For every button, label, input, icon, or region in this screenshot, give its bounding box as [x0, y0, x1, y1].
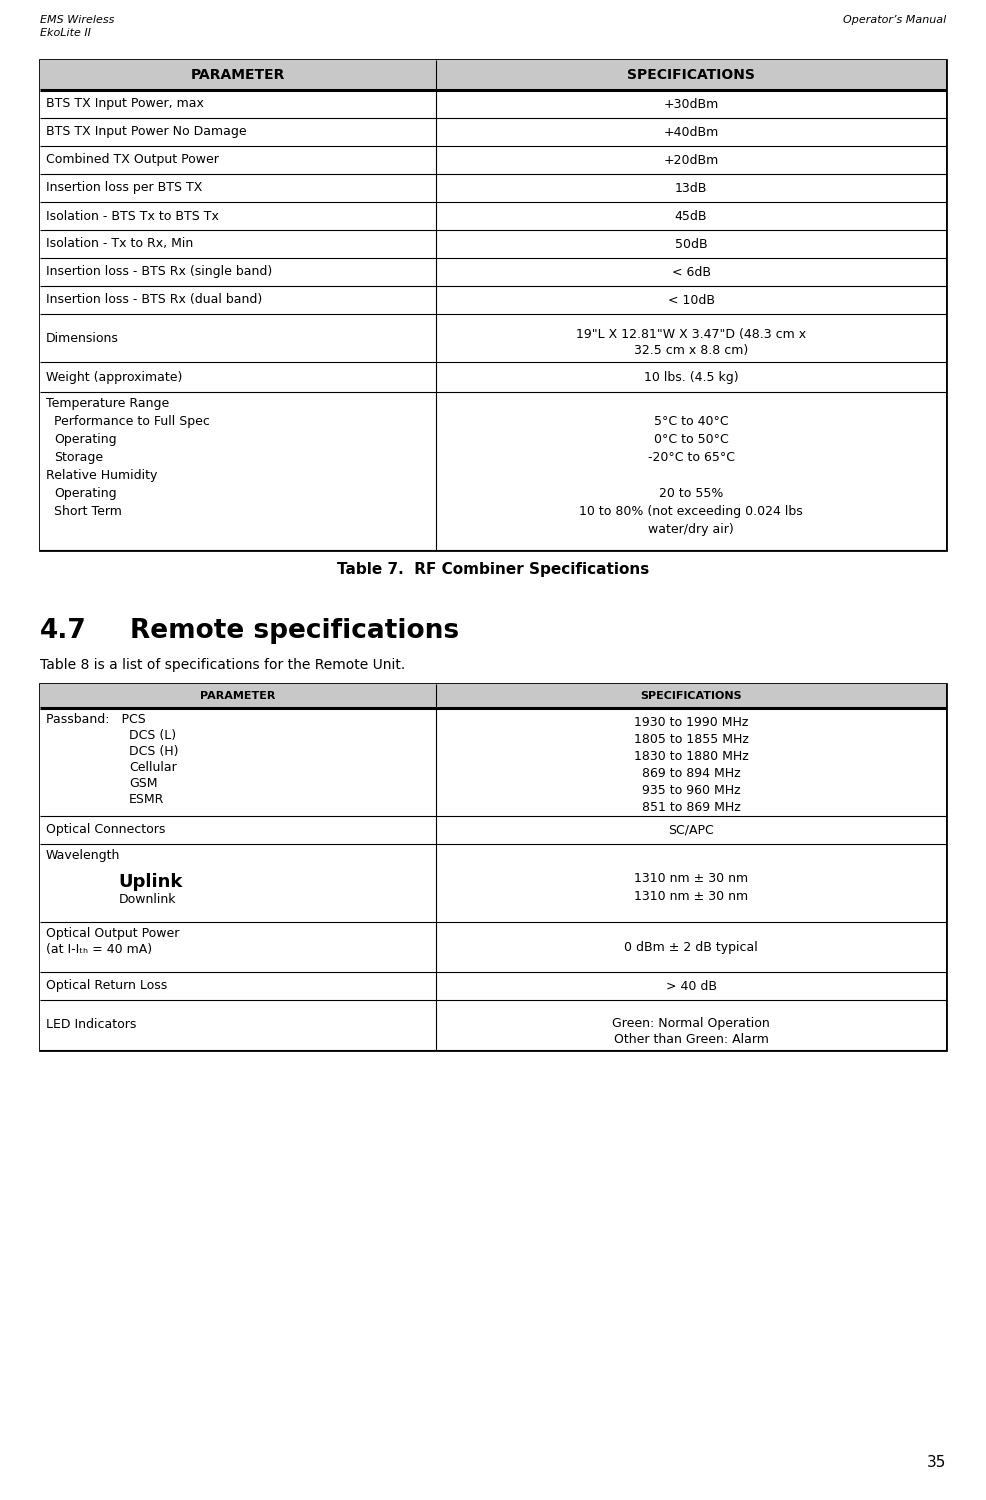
- Text: 10 to 80% (not exceeding 0.024 lbs: 10 to 80% (not exceeding 0.024 lbs: [579, 506, 803, 518]
- Text: BTS TX Input Power, max: BTS TX Input Power, max: [46, 98, 204, 111]
- Text: 0°C to 50°C: 0°C to 50°C: [654, 433, 729, 445]
- Text: Table 8 is a list of specifications for the Remote Unit.: Table 8 is a list of specifications for …: [40, 658, 405, 672]
- Text: Operating: Operating: [54, 488, 116, 500]
- Text: Short Term: Short Term: [54, 506, 122, 518]
- Text: PARAMETER: PARAMETER: [200, 692, 276, 700]
- Text: 851 to 869 MHz: 851 to 869 MHz: [642, 801, 740, 814]
- Text: Dimensions: Dimensions: [46, 332, 119, 345]
- Text: 45dB: 45dB: [674, 210, 707, 222]
- Text: +40dBm: +40dBm: [664, 126, 719, 138]
- Bar: [40, 684, 946, 1050]
- Text: Operator’s Manual: Operator’s Manual: [843, 15, 946, 26]
- Text: 1310 nm ± 30 nm: 1310 nm ± 30 nm: [634, 871, 748, 885]
- Bar: [40, 258, 946, 286]
- Text: < 6dB: < 6dB: [671, 266, 711, 279]
- Text: Other than Green: Alarm: Other than Green: Alarm: [613, 1034, 768, 1046]
- Text: Storage: Storage: [54, 452, 104, 464]
- Text: Uplink: Uplink: [118, 873, 183, 891]
- Text: Temperature Range: Temperature Range: [46, 398, 170, 410]
- Text: EMS Wireless: EMS Wireless: [40, 15, 114, 26]
- Text: 10 lbs. (4.5 kg): 10 lbs. (4.5 kg): [644, 370, 739, 384]
- Text: 19"L X 12.81"W X 3.47"D (48.3 cm x: 19"L X 12.81"W X 3.47"D (48.3 cm x: [576, 328, 807, 340]
- Bar: [40, 90, 946, 118]
- Text: DCS (H): DCS (H): [129, 746, 178, 758]
- Text: 35: 35: [927, 1455, 946, 1470]
- Text: EkoLite II: EkoLite II: [40, 28, 91, 38]
- Bar: [40, 816, 946, 844]
- Text: 1930 to 1990 MHz: 1930 to 1990 MHz: [634, 716, 748, 729]
- Text: Optical Return Loss: Optical Return Loss: [46, 980, 168, 993]
- Text: DCS (L): DCS (L): [129, 729, 176, 742]
- Bar: [40, 60, 946, 90]
- Bar: [40, 362, 946, 392]
- Bar: [40, 922, 946, 972]
- Text: Isolation - BTS Tx to BTS Tx: Isolation - BTS Tx to BTS Tx: [46, 210, 219, 222]
- Text: Optical Output Power: Optical Output Power: [46, 927, 179, 940]
- Bar: [40, 972, 946, 1000]
- Bar: [40, 314, 946, 362]
- Text: 1310 nm ± 30 nm: 1310 nm ± 30 nm: [634, 890, 748, 903]
- Text: 1805 to 1855 MHz: 1805 to 1855 MHz: [634, 734, 748, 746]
- Bar: [40, 684, 946, 708]
- Text: +20dBm: +20dBm: [664, 153, 719, 166]
- Text: LED Indicators: LED Indicators: [46, 1019, 136, 1032]
- Bar: [40, 146, 946, 174]
- Text: Insertion loss - BTS Rx (single band): Insertion loss - BTS Rx (single band): [46, 266, 272, 279]
- Bar: [40, 1000, 946, 1050]
- Text: water/dry air): water/dry air): [648, 524, 734, 536]
- Text: Downlink: Downlink: [118, 892, 176, 906]
- Bar: [40, 118, 946, 146]
- Text: SPECIFICATIONS: SPECIFICATIONS: [640, 692, 741, 700]
- Text: SC/APC: SC/APC: [669, 824, 714, 837]
- Text: Performance to Full Spec: Performance to Full Spec: [54, 416, 210, 428]
- Text: 5°C to 40°C: 5°C to 40°C: [654, 416, 729, 428]
- Text: 13dB: 13dB: [674, 182, 707, 195]
- Text: Relative Humidity: Relative Humidity: [46, 470, 158, 482]
- Text: (at I-Iₜₕ = 40 mA): (at I-Iₜₕ = 40 mA): [46, 944, 152, 956]
- Text: SPECIFICATIONS: SPECIFICATIONS: [627, 68, 755, 82]
- Text: > 40 dB: > 40 dB: [666, 980, 717, 993]
- Text: Green: Normal Operation: Green: Normal Operation: [612, 1017, 770, 1031]
- Text: ESMR: ESMR: [129, 794, 165, 806]
- Text: Remote specifications: Remote specifications: [130, 618, 459, 644]
- Text: 20 to 55%: 20 to 55%: [659, 488, 723, 500]
- Text: Passband:   PCS: Passband: PCS: [46, 712, 146, 726]
- Bar: [40, 708, 946, 816]
- Text: 32.5 cm x 8.8 cm): 32.5 cm x 8.8 cm): [634, 344, 748, 357]
- Text: Table 7.  RF Combiner Specifications: Table 7. RF Combiner Specifications: [337, 562, 649, 578]
- Text: 50dB: 50dB: [674, 237, 707, 250]
- Text: Optical Connectors: Optical Connectors: [46, 824, 166, 837]
- Text: +30dBm: +30dBm: [664, 98, 719, 111]
- Text: < 10dB: < 10dB: [668, 294, 715, 306]
- Text: BTS TX Input Power No Damage: BTS TX Input Power No Damage: [46, 126, 246, 138]
- Text: 935 to 960 MHz: 935 to 960 MHz: [642, 784, 740, 796]
- Bar: [40, 286, 946, 314]
- Text: GSM: GSM: [129, 777, 158, 790]
- Text: 0 dBm ± 2 dB typical: 0 dBm ± 2 dB typical: [624, 940, 758, 954]
- Text: PARAMETER: PARAMETER: [191, 68, 285, 82]
- Text: 4.7: 4.7: [40, 618, 87, 644]
- Text: -20°C to 65°C: -20°C to 65°C: [648, 452, 735, 464]
- Bar: [40, 844, 946, 922]
- Bar: [40, 174, 946, 202]
- Text: Isolation - Tx to Rx, Min: Isolation - Tx to Rx, Min: [46, 237, 193, 250]
- Text: Weight (approximate): Weight (approximate): [46, 370, 182, 384]
- Text: 1830 to 1880 MHz: 1830 to 1880 MHz: [634, 750, 748, 764]
- Bar: [40, 392, 946, 550]
- Text: Insertion loss per BTS TX: Insertion loss per BTS TX: [46, 182, 202, 195]
- Text: Combined TX Output Power: Combined TX Output Power: [46, 153, 219, 166]
- Bar: [40, 230, 946, 258]
- Text: Operating: Operating: [54, 433, 116, 445]
- Text: Wavelength: Wavelength: [46, 849, 120, 862]
- Bar: [40, 60, 946, 550]
- Text: Cellular: Cellular: [129, 760, 176, 774]
- Text: 869 to 894 MHz: 869 to 894 MHz: [642, 766, 740, 780]
- Bar: [40, 202, 946, 229]
- Text: Insertion loss - BTS Rx (dual band): Insertion loss - BTS Rx (dual band): [46, 294, 262, 306]
